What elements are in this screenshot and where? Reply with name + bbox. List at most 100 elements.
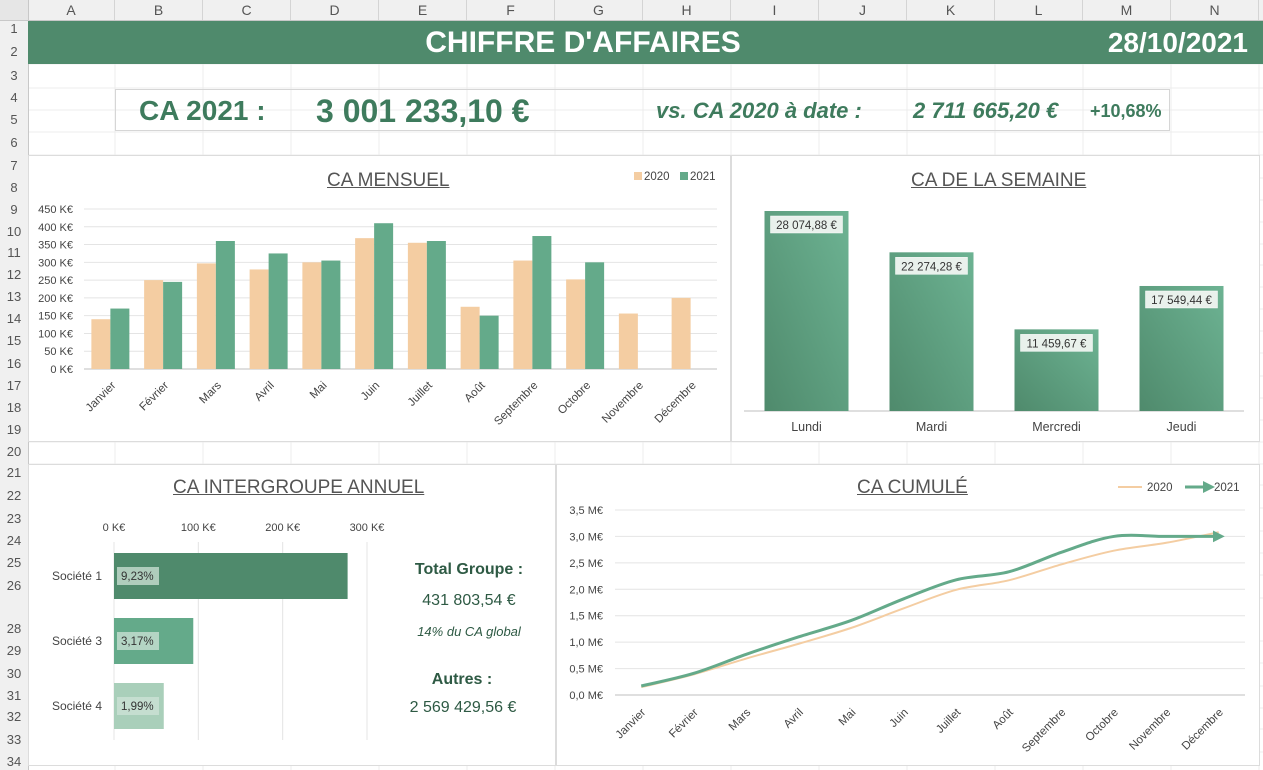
row-header-19[interactable]: 19 [6, 422, 22, 437]
row-header-13[interactable]: 13 [6, 289, 22, 304]
column-header-H[interactable]: H [643, 0, 731, 20]
monthly-x-tick: Septembre [492, 380, 540, 428]
monthly-legend-label-2020: 2020 [644, 171, 670, 183]
monthly-bar-2021 [426, 241, 446, 369]
row-header-29[interactable]: 29 [6, 643, 22, 658]
column-header-K[interactable]: K [907, 0, 995, 20]
row-header-30[interactable]: 30 [6, 666, 22, 681]
column-header-B[interactable]: B [115, 0, 203, 20]
row-header-3[interactable]: 3 [10, 68, 18, 83]
report-date: 28/10/2021 [1107, 27, 1248, 58]
monthly-x-tick: Novembre [600, 380, 646, 426]
monthly-bar-2020 [407, 242, 427, 369]
row-header-15[interactable]: 15 [6, 333, 22, 348]
monthly-y-tick: 300 K€ [38, 257, 73, 269]
monthly-legend-swatch-2020 [634, 172, 642, 180]
cumul-x-tick: Février [667, 707, 701, 741]
cumul-chart-panel[interactable]: CA CUMULÉ 3,5 M€ 3,0 M€ 2,5 M€ 2,0 M€ 1,5 M€… [556, 464, 1260, 766]
row-header-16[interactable]: 16 [6, 356, 22, 371]
monthly-bar-2020 [618, 313, 638, 369]
cumul-y-tick: 3,5 M€ [569, 505, 603, 517]
week-chart: 28 074,88 € Lundi 22 274,28 € Mardi 11 459,6… [744, 211, 1244, 434]
row-header-11[interactable]: 11 [7, 245, 21, 260]
row-header-18[interactable]: 18 [6, 400, 22, 415]
cumul-x-tick: Décembre [1180, 707, 1226, 753]
row-header-6[interactable]: 6 [10, 135, 18, 150]
row-header-10[interactable]: 10 [6, 224, 22, 239]
select-all-corner[interactable] [0, 0, 29, 21]
intergroupe-data-label: 3,17% [121, 636, 154, 648]
cumul-x-tick: Octobre [1083, 707, 1120, 744]
row-header-17[interactable]: 17 [6, 378, 22, 393]
row-header-9[interactable]: 9 [10, 202, 18, 217]
monthly-x-tick: Février [137, 380, 171, 414]
cumul-x-tick: Janvier [614, 707, 649, 742]
row-header-14[interactable]: 14 [6, 311, 22, 326]
monthly-legend-label-2021: 2021 [690, 171, 716, 183]
cumul-x-tick: Avril [782, 707, 806, 731]
row-header-28[interactable]: 28 [6, 621, 22, 636]
monthly-bar-2020 [566, 279, 586, 369]
row-header-20[interactable]: 20 [6, 444, 22, 459]
column-header-E[interactable]: E [379, 0, 467, 20]
column-header-A[interactable]: A [28, 0, 115, 20]
intergroupe-panel[interactable]: CA INTERGROUPE ANNUEL 0 K€ 100 K€ 200 K€ 30… [28, 464, 556, 766]
monthly-bar-2021 [479, 315, 499, 369]
monthly-y-tick: 50 K€ [44, 346, 73, 358]
week-x-tick: Mardi [916, 420, 947, 434]
row-header-34[interactable]: 34 [6, 754, 22, 769]
cumul-legend-label-2021: 2021 [1214, 482, 1240, 494]
monthly-bar-2021 [321, 260, 341, 369]
row-header-24[interactable]: 24 [6, 533, 22, 548]
monthly-y-tick: 400 K€ [38, 222, 73, 234]
row-header-8[interactable]: 8 [10, 180, 18, 195]
autres-value: 2 569 429,56 € [409, 699, 517, 716]
column-header-D[interactable]: D [291, 0, 379, 20]
monthly-bar-2020 [671, 297, 691, 369]
row-header-4[interactable]: 4 [10, 90, 18, 105]
monthly-y-tick: 0 K€ [50, 364, 73, 376]
row-header-2[interactable]: 2 [10, 44, 18, 59]
kpi-2020-value: 2 711 665,20 € [913, 98, 1059, 123]
monthly-x-tick: Avril [253, 380, 277, 404]
monthly-x-tick: Janvier [84, 380, 119, 415]
row-header-33[interactable]: 33 [6, 732, 22, 747]
kpi-2021-value: 3 001 233,10 € [316, 93, 530, 129]
column-header-F[interactable]: F [467, 0, 555, 20]
monthly-x-tick: Octobre [556, 380, 593, 417]
week-bar [764, 211, 849, 411]
monthly-bar-2020 [144, 280, 164, 369]
monthly-x-tick: Juin [359, 380, 382, 403]
row-header-32[interactable]: 32 [6, 709, 22, 724]
monthly-bar-2020 [196, 263, 216, 369]
week-chart-panel[interactable]: CA DE LA SEMAINE 28 074,88 € Lundi 22 274,… [731, 155, 1260, 442]
row-header-25[interactable]: 25 [6, 555, 22, 570]
column-header-I[interactable]: I [731, 0, 819, 20]
week-chart-title: CA DE LA SEMAINE [911, 170, 1087, 191]
row-header-5[interactable]: 5 [10, 112, 18, 127]
monthly-chart-title: CA MENSUEL [327, 170, 450, 191]
column-header-L[interactable]: L [995, 0, 1083, 20]
monthly-chart-panel[interactable]: CA MENSUEL 450 K€ 400 K€ 350 K€ 300 K€ 250 K… [28, 155, 731, 442]
intergroupe-y-tick: Société 3 [52, 634, 102, 648]
column-header-M[interactable]: M [1083, 0, 1171, 20]
week-data-label-box [770, 215, 843, 234]
monthly-x-tick: Décembre [653, 380, 699, 426]
row-header-1[interactable]: 1 [10, 21, 18, 36]
intergroupe-data-label: 1,99% [121, 701, 154, 713]
column-header-C[interactable]: C [203, 0, 291, 20]
row-header-31[interactable]: 31 [6, 688, 22, 703]
row-header-7[interactable]: 7 [10, 158, 18, 173]
row-header-12[interactable]: 12 [6, 267, 22, 282]
column-header-N[interactable]: N [1171, 0, 1259, 20]
column-header-G[interactable]: G [555, 0, 643, 20]
row-header-22[interactable]: 22 [6, 488, 22, 503]
row-header-23[interactable]: 23 [6, 511, 22, 526]
column-header-J[interactable]: J [819, 0, 907, 20]
week-data-label-box [1145, 290, 1218, 309]
week-x-tick: Mercredi [1032, 420, 1081, 434]
row-header-21[interactable]: 21 [6, 465, 22, 480]
row-header-26[interactable]: 26 [6, 578, 22, 593]
intergroupe-data-label-box [117, 567, 159, 585]
monthly-bar-2020 [302, 262, 322, 369]
